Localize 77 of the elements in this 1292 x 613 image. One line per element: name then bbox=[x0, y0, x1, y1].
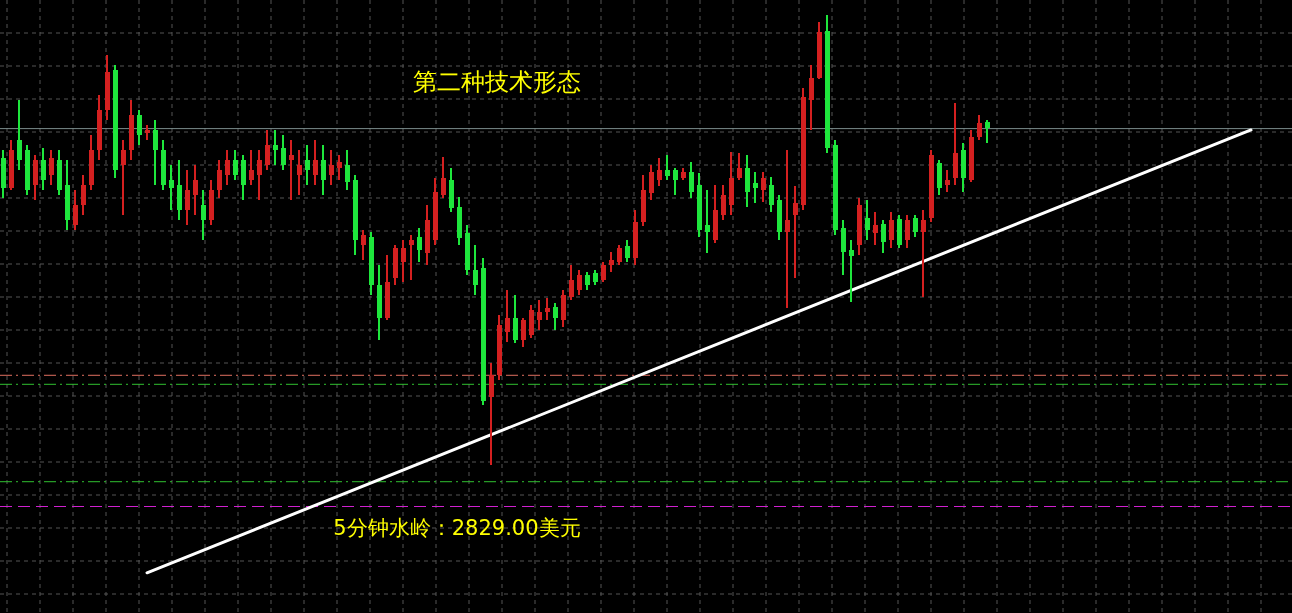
candlestick bbox=[513, 294, 518, 344]
candlestick bbox=[185, 169, 190, 226]
candlestick bbox=[521, 317, 526, 348]
candlestick bbox=[537, 299, 542, 331]
candlestick bbox=[793, 185, 798, 279]
candlestick bbox=[977, 114, 982, 141]
candlestick bbox=[489, 362, 494, 467]
candlestick bbox=[609, 251, 614, 273]
candlestick bbox=[273, 129, 278, 166]
candlestick bbox=[257, 149, 262, 201]
candlestick bbox=[601, 261, 606, 283]
candlestick bbox=[881, 219, 886, 254]
candlestick bbox=[921, 209, 926, 298]
candlestick bbox=[265, 129, 270, 171]
candlestick bbox=[745, 154, 750, 208]
candlestick bbox=[401, 239, 406, 283]
candlestick bbox=[721, 184, 726, 221]
candlestick bbox=[441, 156, 446, 199]
candlestick bbox=[785, 149, 790, 309]
candlestick bbox=[945, 169, 950, 193]
candlestick bbox=[505, 289, 510, 343]
candlestick bbox=[553, 302, 558, 331]
candlestick bbox=[337, 154, 342, 181]
candlestick bbox=[17, 99, 22, 171]
candlestick bbox=[665, 154, 670, 181]
candlestick bbox=[153, 118, 158, 186]
candlestick bbox=[913, 214, 918, 238]
candlestick bbox=[889, 211, 894, 249]
candlestick bbox=[705, 189, 710, 254]
candlestick bbox=[737, 152, 742, 181]
candlestick bbox=[233, 149, 238, 181]
candlestick bbox=[49, 149, 54, 186]
candlestick bbox=[657, 157, 662, 187]
candlestick bbox=[313, 139, 318, 186]
candlestick bbox=[361, 229, 366, 261]
candlestick bbox=[569, 264, 574, 301]
candlestick bbox=[753, 171, 758, 204]
candlestick bbox=[689, 161, 694, 199]
candlestick bbox=[225, 149, 230, 186]
candlestick bbox=[761, 171, 766, 203]
candlestick bbox=[281, 134, 286, 171]
candlestick bbox=[297, 149, 302, 196]
candlestick bbox=[217, 159, 222, 199]
candlestick bbox=[305, 144, 310, 186]
candlestick bbox=[137, 109, 142, 146]
candlestick bbox=[473, 244, 478, 296]
candlestick bbox=[321, 144, 326, 196]
text: 第二种技术形态 bbox=[413, 68, 582, 96]
candlestick bbox=[849, 239, 854, 303]
candlestick bbox=[873, 211, 878, 246]
candlestick bbox=[769, 176, 774, 213]
candlestick bbox=[121, 139, 126, 216]
candlestick bbox=[193, 164, 198, 216]
candlestick bbox=[905, 214, 910, 249]
candlestick bbox=[417, 227, 422, 263]
candlestick bbox=[985, 118, 990, 144]
candlestick bbox=[41, 147, 46, 191]
candlestick bbox=[625, 239, 630, 263]
candlestick bbox=[865, 199, 870, 241]
candlestick bbox=[545, 297, 550, 321]
candlestick bbox=[617, 244, 622, 266]
candlestick bbox=[329, 149, 334, 186]
candlestick bbox=[289, 139, 294, 201]
candlestick bbox=[169, 164, 174, 211]
candlestick bbox=[409, 234, 414, 281]
candlestick bbox=[81, 174, 86, 216]
candlestick bbox=[585, 271, 590, 291]
ref-line-label: 5分钟水岭：2829.00美元 bbox=[333, 515, 581, 540]
candlestick bbox=[673, 167, 678, 196]
candlestick bbox=[809, 63, 814, 131]
candlestick bbox=[577, 269, 582, 296]
candlestick bbox=[201, 189, 206, 241]
candlestick bbox=[345, 149, 350, 191]
candlestick bbox=[73, 189, 78, 231]
candlestick bbox=[649, 164, 654, 201]
candlestick bbox=[145, 123, 150, 141]
candlestick bbox=[249, 149, 254, 186]
